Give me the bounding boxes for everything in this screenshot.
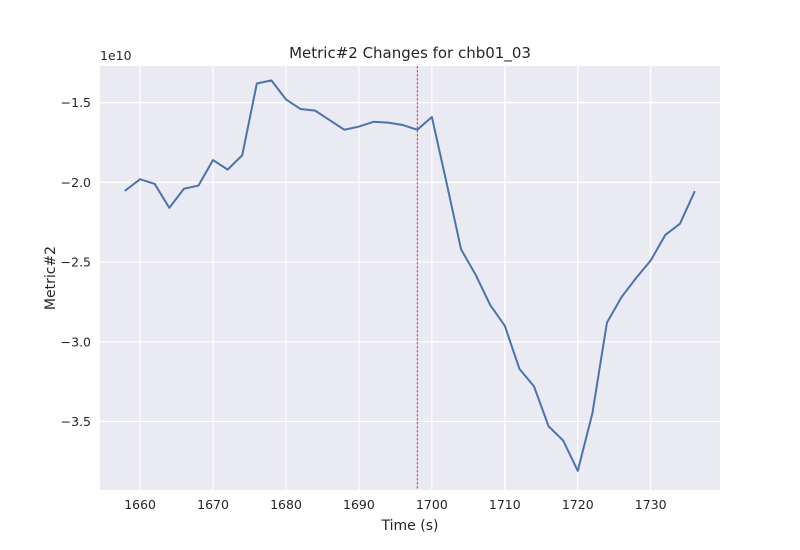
data-point [606,322,608,324]
data-point [300,108,302,110]
data-point [358,126,360,128]
y-axis-title: Metric#2 [43,246,59,310]
data-point [562,440,564,442]
data-point [285,98,287,100]
data-point [168,207,170,209]
series-line [124,79,696,472]
data-point [445,181,447,183]
data-point [270,79,272,81]
chart-title: Metric#2 Changes for chb01_03 [289,44,531,63]
data-point [154,183,156,185]
data-point [431,116,433,118]
data-point [693,191,695,193]
y-tick-label: −1.5 [61,95,91,110]
x-tick-label: 1700 [416,497,448,512]
data-point [387,122,389,124]
data-point [373,121,375,123]
data-point [125,189,127,191]
x-tick-label: 1710 [489,497,521,512]
data-point [577,470,579,472]
data-point [402,124,404,126]
data-point [489,304,491,306]
x-tick-label: 1730 [635,497,667,512]
data-point [635,277,637,279]
x-tick-label: 1720 [562,497,594,512]
data-point [650,259,652,261]
data-point [227,169,229,171]
data-point [504,325,506,327]
data-point [460,248,462,250]
data-point [518,368,520,370]
data-point [475,274,477,276]
series-group [124,79,696,472]
data-point [241,154,243,156]
data-point [416,129,418,131]
data-point [139,178,141,180]
x-tick-label: 1680 [270,497,302,512]
y-gridlines [100,102,720,423]
data-point [664,234,666,236]
data-point [533,385,535,387]
plot-area [100,66,720,490]
x-tick-label: 1670 [197,497,229,512]
x-gridlines [139,66,652,490]
y-tick-label: −3.5 [61,414,91,429]
y-tick-label: −2.0 [61,175,91,190]
data-point [314,110,316,112]
x-axis-ticks: 1660 1670 1680 1690 1700 1710 1720 1730 [124,497,666,512]
y-axis-ticks: −3.5 −3.0 −2.5 −2.0 −1.5 [61,95,91,429]
y-tick-label: −3.0 [61,334,91,349]
data-point [212,159,214,161]
x-tick-label: 1690 [343,497,375,512]
data-point [679,223,681,225]
data-point [256,83,258,85]
data-point [591,412,593,414]
data-point [548,425,550,427]
data-point [329,119,331,121]
y-axis-offset-label: 1e10 [100,48,132,63]
x-tick-label: 1660 [124,497,156,512]
data-point [197,185,199,187]
data-point [183,188,185,190]
data-point [343,129,345,131]
y-tick-label: −2.5 [61,255,91,270]
data-point [621,296,623,298]
x-axis-title: Time (s) [381,518,439,534]
